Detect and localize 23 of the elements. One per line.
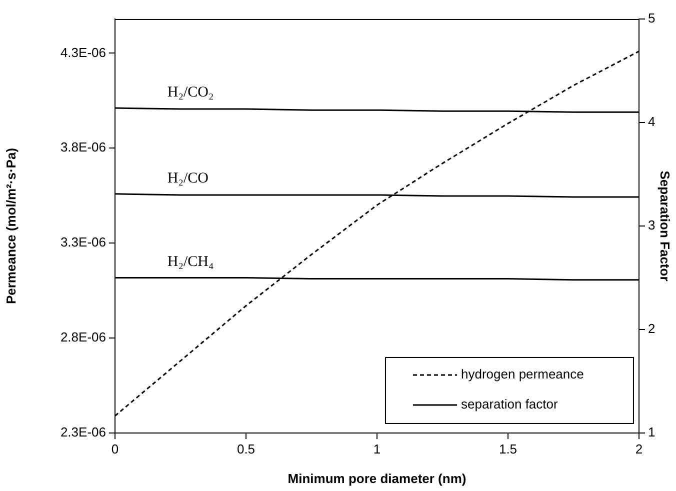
y-tick-label: 2.3E-06 [60, 424, 106, 440]
x-tick-label: 0.5 [236, 441, 256, 456]
legend-label: separation factor [461, 396, 559, 412]
y-tick-label: 2.8E-06 [60, 330, 106, 345]
x-tick-label: 1 [373, 441, 381, 456]
x-tick-label: 0 [111, 441, 119, 456]
annotation: H₂/CO₂ [167, 84, 214, 100]
legend-label: hydrogen permeance [461, 366, 584, 382]
y-tick-label: 4.3E-06 [60, 44, 106, 60]
x-axis-title: Minimum pore diameter (nm) [288, 470, 466, 486]
y-tick-label: 3.8E-06 [60, 140, 106, 155]
annotation: H₂/CO [167, 170, 209, 186]
x-tick-label: 2 [635, 441, 643, 456]
y2-tick-label: 4 [648, 114, 656, 130]
x-tick-label: 1.5 [498, 441, 518, 456]
annotation: H₂/CH₄ [167, 254, 214, 270]
y2-tick-label: 3 [648, 218, 656, 233]
y2-tick-label: 2 [648, 321, 656, 336]
y2-tick-label: 1 [648, 424, 656, 440]
y2-tick-label: 5 [648, 10, 656, 26]
y2-axis-title: Separation Factor [658, 170, 673, 282]
y-axis-title: Permeance (mol/m²·s·Pa) [3, 148, 18, 304]
y-tick-label: 3.3E-06 [60, 234, 106, 250]
